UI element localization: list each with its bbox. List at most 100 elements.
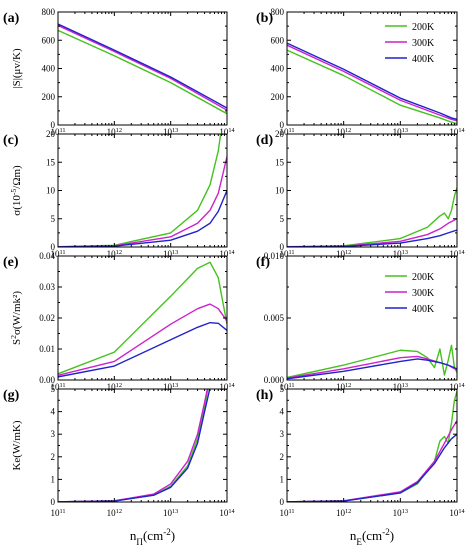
y-tick-label: 10 [46, 186, 56, 196]
x-tick-label: 1011 [279, 382, 294, 393]
y-tick-label: 0 [51, 120, 56, 130]
legend-label-400K: 400K [412, 304, 435, 315]
series-line-300K [287, 420, 457, 502]
panel-frame [57, 388, 228, 503]
x-tick-label: 1012 [336, 127, 351, 138]
x-tick-label: 1012 [107, 508, 122, 519]
y-tick-label: 4 [51, 407, 56, 417]
panel-frame [286, 133, 458, 248]
series-line-300K [287, 44, 457, 122]
x-tick-label: 1014 [219, 382, 235, 393]
series-group [58, 261, 227, 378]
y-tick-label: 800 [42, 7, 56, 17]
y-tick-label: 0 [280, 120, 285, 130]
series-line-400K [58, 23, 227, 109]
x-tick-label: 1014 [219, 127, 235, 138]
x-tick-label: 1013 [163, 508, 178, 519]
x-tick-label: 1012 [336, 382, 351, 393]
series-line-300K [58, 303, 227, 377]
series-group [287, 391, 457, 502]
panel-frame [57, 133, 228, 248]
y-axis-label: |S|(μv/K) [11, 48, 23, 89]
y-tick-label: 0 [280, 497, 285, 507]
panel-frame [286, 388, 458, 503]
y-tick-label: 0.000 [264, 375, 285, 385]
x-tick-label: 1012 [336, 508, 351, 519]
x-tick-label: 1011 [279, 127, 294, 138]
legend-label-300K: 300K [412, 38, 435, 49]
panel-label: (h) [256, 388, 273, 403]
y-tick-label: 400 [42, 64, 56, 74]
panel-label: (e) [3, 255, 19, 270]
y-tick-label: 1 [51, 474, 56, 484]
y-tick-label: 0.03 [39, 282, 55, 292]
y-tick-label: 0.00 [39, 375, 55, 385]
x-tick-label: 1013 [163, 382, 178, 393]
x-tick-label: 1013 [393, 382, 408, 393]
y-tick-label: 15 [46, 157, 56, 167]
series-line-200K [287, 49, 457, 125]
x-tick-label: 1011 [50, 382, 65, 393]
x-tick-label: 1014 [449, 127, 465, 138]
x-axis-label-right: nE(cm-2) [350, 527, 394, 547]
series-line-400K [287, 42, 457, 121]
y-tick-label: 15 [275, 157, 285, 167]
x-tick-label: 1013 [393, 508, 408, 519]
y-tick-label: 0.04 [39, 251, 55, 261]
series-line-200K [287, 187, 457, 247]
x-tick-label: 1013 [393, 249, 408, 260]
panel-frame [57, 255, 228, 381]
series-line-300K [58, 389, 209, 502]
y-tick-label: 200 [271, 92, 285, 102]
series-line-200K [58, 134, 222, 247]
series-group [287, 344, 457, 380]
panel-label: (f) [256, 255, 270, 270]
series-group [287, 187, 457, 247]
panel-label: (b) [256, 11, 273, 26]
x-tick-label: 1011 [279, 508, 294, 519]
y-tick-label: 600 [42, 35, 56, 45]
series-line-200K [58, 29, 227, 115]
series-line-200K [58, 389, 209, 502]
y-axis-label: Ke(W/mK) [11, 420, 23, 470]
y-tick-label: 20 [275, 129, 285, 139]
x-tick-label: 1013 [163, 127, 178, 138]
x-tick-label: 1014 [449, 382, 465, 393]
panel-label: (a) [3, 11, 20, 26]
y-tick-label: 400 [271, 64, 285, 74]
y-tick-label: 10 [275, 186, 285, 196]
x-tick-label: 1012 [107, 127, 122, 138]
x-tick-label: 1011 [50, 127, 65, 138]
x-tick-label: 1014 [219, 508, 235, 519]
y-tick-label: 5 [280, 384, 285, 394]
series-line-400K [287, 433, 457, 502]
y-tick-label: 0.010 [264, 251, 285, 261]
x-tick-label: 1011 [279, 249, 294, 260]
y-tick-label: 800 [271, 7, 285, 17]
panel-b: 0 200 400 600 800 1011 1012 1013 1014 (b) 200K 300K… [256, 7, 466, 137]
y-tick-label: 0 [51, 242, 56, 252]
x-tick-label: 1014 [219, 249, 235, 260]
y-tick-label: 0.005 [264, 313, 285, 323]
panel-label: (d) [256, 133, 273, 148]
panel-label: (g) [3, 388, 20, 403]
x-tick-label: 1012 [336, 249, 351, 260]
x-tick-label: 1013 [163, 249, 178, 260]
x-tick-label: 1014 [449, 249, 465, 260]
y-tick-label: 20 [46, 129, 56, 139]
y-tick-label: 5 [51, 214, 56, 224]
x-tick-label: 1011 [50, 249, 65, 260]
series-line-400K [58, 389, 211, 502]
y-tick-label: 1 [280, 474, 285, 484]
x-tick-label: 1012 [107, 382, 122, 393]
panel-label: (c) [3, 133, 19, 148]
y-tick-label: 600 [271, 35, 285, 45]
y-tick-label: 2 [280, 452, 285, 462]
